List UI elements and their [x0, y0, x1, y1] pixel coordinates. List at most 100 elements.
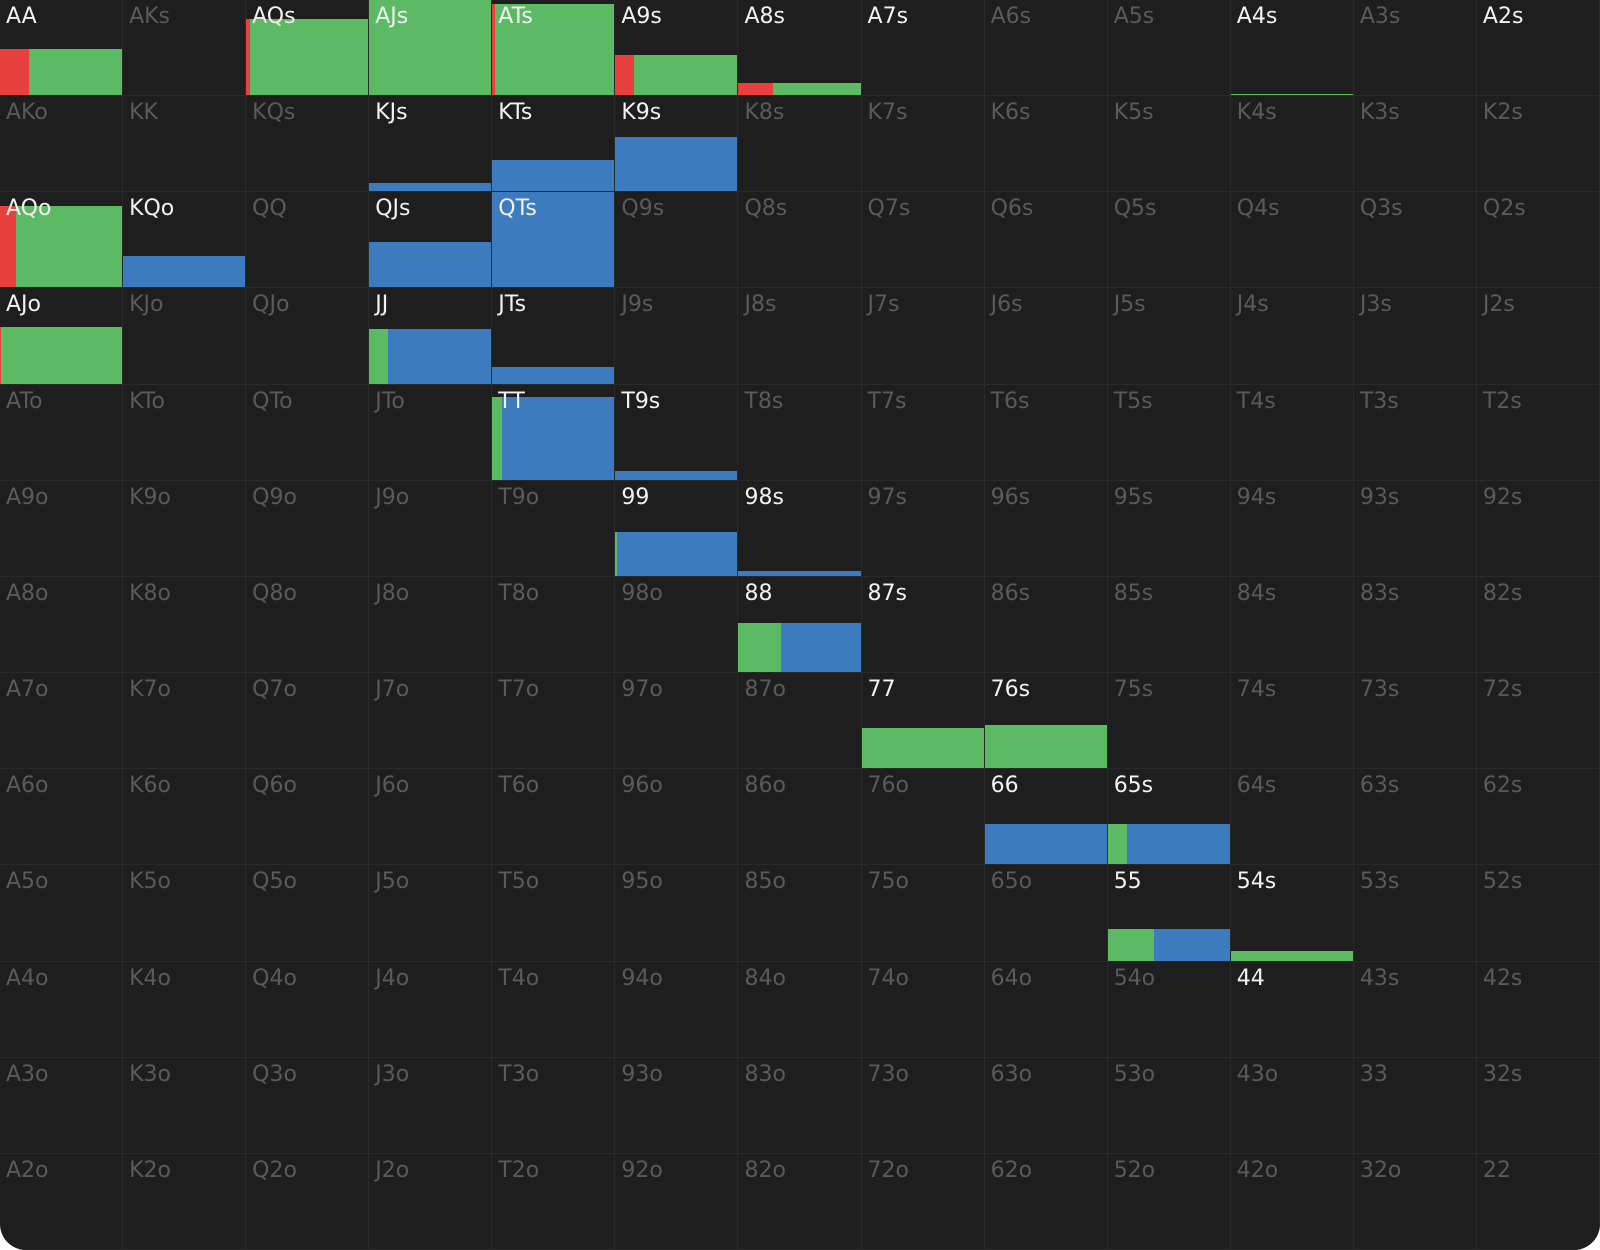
hand-cell[interactable]: K5o	[123, 865, 247, 962]
hand-cell[interactable]: QTs	[492, 192, 616, 289]
hand-cell[interactable]: 86o	[738, 769, 862, 866]
hand-cell[interactable]: QJo	[246, 288, 370, 385]
hand-cell[interactable]: 88	[738, 576, 862, 674]
hand-cell[interactable]: A4s	[1230, 0, 1354, 97]
hand-cell[interactable]: Q8s	[738, 192, 862, 289]
hand-cell[interactable]: Q9s	[615, 192, 739, 289]
hand-cell[interactable]: 95s	[1107, 480, 1231, 577]
hand-cell[interactable]: 93s	[1353, 480, 1477, 577]
hand-cell[interactable]: 65s	[1107, 769, 1231, 866]
hand-cell[interactable]: 98s	[738, 480, 862, 577]
hand-cell[interactable]: 94o	[615, 961, 739, 1058]
hand-cell[interactable]: Q7s	[861, 192, 985, 289]
hand-cell[interactable]: Q3o	[246, 1057, 370, 1154]
hand-cell[interactable]: 65o	[984, 865, 1108, 962]
hand-cell[interactable]: K9o	[123, 480, 247, 577]
hand-cell[interactable]: 55	[1107, 865, 1231, 962]
hand-cell[interactable]: T4o	[492, 961, 616, 1058]
hand-cell[interactable]: K4o	[123, 961, 247, 1058]
hand-cell[interactable]: Q5o	[246, 865, 370, 962]
hand-cell[interactable]: K5s	[1107, 96, 1231, 193]
hand-cell[interactable]: T2s	[1476, 384, 1600, 481]
hand-cell[interactable]: ATs	[492, 0, 616, 97]
hand-cell[interactable]: 63s	[1353, 769, 1477, 866]
hand-cell[interactable]: T2o	[492, 1153, 616, 1250]
hand-cell[interactable]: A9o	[0, 480, 124, 577]
hand-cell[interactable]: 62s	[1476, 769, 1600, 866]
hand-cell[interactable]: 43o	[1230, 1057, 1354, 1154]
hand-cell[interactable]: A2o	[0, 1153, 124, 1250]
hand-cell[interactable]: J8s	[738, 288, 862, 385]
hand-cell[interactable]: 75o	[861, 865, 985, 962]
hand-cell[interactable]: 43s	[1353, 961, 1477, 1058]
hand-cell[interactable]: Q6s	[984, 192, 1108, 289]
hand-cell[interactable]: 97o	[615, 673, 739, 770]
hand-cell[interactable]: T9s	[615, 384, 739, 481]
hand-cell[interactable]: 87o	[738, 673, 862, 770]
hand-cell[interactable]: A8o	[0, 576, 124, 674]
hand-cell[interactable]: J3s	[1353, 288, 1477, 385]
hand-cell[interactable]: KJo	[123, 288, 247, 385]
hand-cell[interactable]: J9o	[369, 480, 493, 577]
hand-cell[interactable]: A7s	[861, 0, 985, 97]
hand-cell[interactable]: J9s	[615, 288, 739, 385]
hand-cell[interactable]: 64o	[984, 961, 1108, 1058]
hand-cell[interactable]: 42s	[1476, 961, 1600, 1058]
hand-cell[interactable]: 93o	[615, 1057, 739, 1154]
hand-cell[interactable]: QTo	[246, 384, 370, 481]
hand-cell[interactable]: Q6o	[246, 769, 370, 866]
hand-cell[interactable]: 62o	[984, 1153, 1108, 1250]
hand-cell[interactable]: 54s	[1230, 865, 1354, 962]
hand-cell[interactable]: 73s	[1353, 673, 1477, 770]
hand-cell[interactable]: J2s	[1476, 288, 1600, 385]
hand-cell[interactable]: 73o	[861, 1057, 985, 1154]
hand-cell[interactable]: Q5s	[1107, 192, 1231, 289]
hand-cell[interactable]: 96s	[984, 480, 1108, 577]
hand-cell[interactable]: KTs	[492, 96, 616, 193]
hand-cell[interactable]: 82o	[738, 1153, 862, 1250]
hand-cell[interactable]: 85o	[738, 865, 862, 962]
hand-cell[interactable]: J7o	[369, 673, 493, 770]
hand-cell[interactable]: T3s	[1353, 384, 1477, 481]
hand-cell[interactable]: 99	[615, 480, 739, 577]
hand-cell[interactable]: 82s	[1476, 576, 1600, 674]
hand-cell[interactable]: 32s	[1476, 1057, 1600, 1154]
hand-cell[interactable]: 84s	[1230, 576, 1354, 674]
hand-cell[interactable]: J3o	[369, 1057, 493, 1154]
hand-cell[interactable]: A2s	[1476, 0, 1600, 97]
hand-cell[interactable]: Q2s	[1476, 192, 1600, 289]
hand-cell[interactable]: ATo	[0, 384, 124, 481]
hand-cell[interactable]: 85s	[1107, 576, 1231, 674]
hand-cell[interactable]: 94s	[1230, 480, 1354, 577]
hand-cell[interactable]: Q8o	[246, 576, 370, 674]
hand-cell[interactable]: T7s	[861, 384, 985, 481]
hand-cell[interactable]: 74s	[1230, 673, 1354, 770]
hand-cell[interactable]: A6s	[984, 0, 1108, 97]
hand-cell[interactable]: J6o	[369, 769, 493, 866]
hand-cell[interactable]: K6s	[984, 96, 1108, 193]
hand-cell[interactable]: K7s	[861, 96, 985, 193]
hand-cell[interactable]: QQ	[246, 192, 370, 289]
hand-cell[interactable]: 76o	[861, 769, 985, 866]
hand-cell[interactable]: 87s	[861, 576, 985, 674]
hand-cell[interactable]: KQs	[246, 96, 370, 193]
hand-cell[interactable]: 86s	[984, 576, 1108, 674]
hand-cell[interactable]: A5o	[0, 865, 124, 962]
hand-cell[interactable]: T7o	[492, 673, 616, 770]
hand-cell[interactable]: 92s	[1476, 480, 1600, 577]
hand-cell[interactable]: A3s	[1353, 0, 1477, 97]
hand-cell[interactable]: K8o	[123, 576, 247, 674]
hand-cell[interactable]: JJ	[369, 288, 493, 385]
hand-cell[interactable]: KTo	[123, 384, 247, 481]
hand-cell[interactable]: 72o	[861, 1153, 985, 1250]
hand-cell[interactable]: 63o	[984, 1057, 1108, 1154]
hand-cell[interactable]: 83o	[738, 1057, 862, 1154]
hand-cell[interactable]: T8o	[492, 576, 616, 674]
hand-cell[interactable]: J2o	[369, 1153, 493, 1250]
hand-cell[interactable]: 77	[861, 673, 985, 770]
hand-cell[interactable]: AJs	[369, 0, 493, 97]
hand-cell[interactable]: A3o	[0, 1057, 124, 1154]
hand-cell[interactable]: A8s	[738, 0, 862, 97]
hand-cell[interactable]: A4o	[0, 961, 124, 1058]
hand-cell[interactable]: Q4s	[1230, 192, 1354, 289]
